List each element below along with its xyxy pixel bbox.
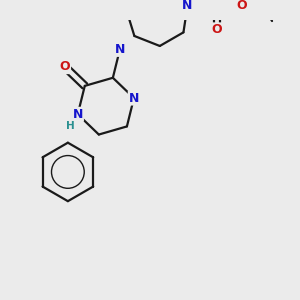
Text: N: N	[115, 43, 125, 56]
Text: N: N	[73, 108, 83, 121]
Text: O: O	[212, 23, 222, 36]
Text: O: O	[59, 60, 70, 73]
Text: N: N	[129, 92, 139, 105]
Text: O: O	[236, 0, 247, 12]
Text: H: H	[66, 121, 74, 131]
Text: N: N	[182, 0, 193, 12]
